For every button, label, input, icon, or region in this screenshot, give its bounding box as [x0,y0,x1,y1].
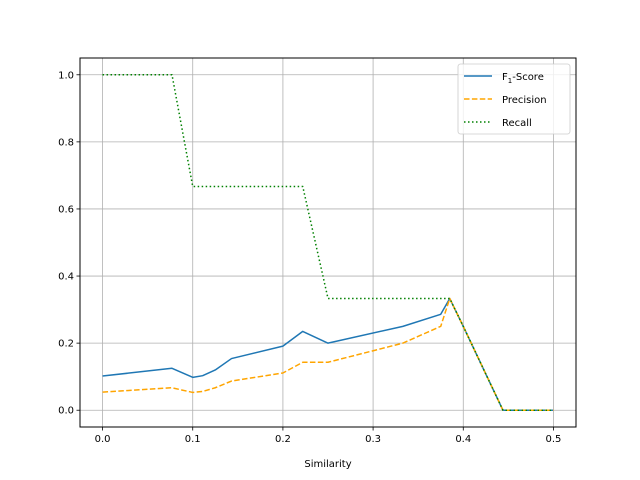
x-tick-label: 0.2 [275,434,291,445]
legend-label: Recall [502,118,532,129]
y-tick-label: 0.4 [58,272,74,283]
legend-label: Precision [502,95,547,106]
series-lines [102,74,554,411]
y-tick-label: 0.0 [58,406,74,417]
x-tick-label: 0.5 [546,434,562,445]
plot-area-frame [79,57,577,428]
legend: F1-Score Precision Recall [457,63,571,135]
legend-label: F1-Score [502,72,544,85]
x-tick-label: 0.1 [185,434,201,445]
x-tick-label: 0.4 [455,434,471,445]
x-tick-label: 0.3 [365,434,381,445]
x-tick-label: 0.0 [95,434,111,445]
x-axis-label: Similarity [304,459,351,470]
y-tick-label: 0.6 [58,204,74,215]
series-line-precision [102,297,554,411]
legend-box [457,63,571,135]
grid-lines [80,58,576,427]
y-tick-label: 0.2 [58,339,74,350]
y-tick-label: 1.0 [58,70,74,81]
y-tick-label: 0.8 [58,137,74,148]
axis-ticks: 0.0 0.1 0.2 0.3 0.4 0.5 0.0 0.2 0.4 0.6 0.8 1.0 [58,70,561,445]
